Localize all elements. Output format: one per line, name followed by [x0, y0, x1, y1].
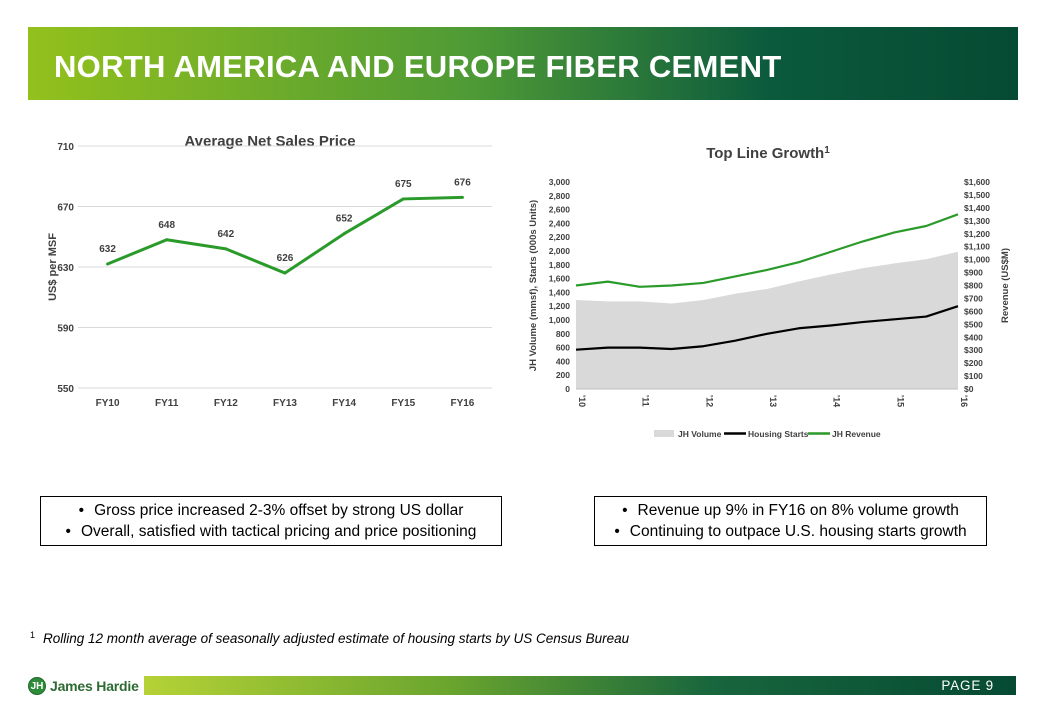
y2-tick-label: $1,200	[964, 229, 990, 239]
growth-bullet-1: Revenue up 9% in FY16 on 8% volume growt…	[603, 500, 978, 521]
y2-tick-label: $1,500	[964, 190, 990, 200]
price-point	[224, 247, 228, 251]
legend-label: JH Revenue	[832, 429, 881, 439]
footnote-marker: 1	[30, 630, 36, 640]
y2-tick-label: $400	[964, 332, 983, 342]
x-tick-label: FY10	[96, 398, 120, 409]
page-title: NORTH AMERICA AND EUROPE FIBER CEMENT	[54, 49, 782, 84]
james-hardie-logo: JH James Hardie	[28, 676, 139, 696]
data-label: 675	[395, 179, 412, 190]
x-tick-label: '13	[768, 395, 778, 407]
y-tick-label: 2,600	[549, 205, 571, 215]
average-net-sales-price-svg: Average Net Sales Price US$ per MSF 550 590…	[47, 133, 492, 409]
price-point	[106, 262, 110, 266]
logo-mark-icon: JH	[28, 677, 46, 695]
y-tick-label: 1,800	[549, 260, 571, 270]
x-tick-label: FY16	[450, 398, 474, 409]
x-tick-label: '11	[641, 395, 651, 407]
pricing-bullet-1: Gross price increased 2-3% offset by str…	[49, 500, 493, 521]
data-label: 632	[99, 244, 116, 255]
data-label: 648	[158, 220, 175, 231]
x-tick-label: '14	[832, 395, 842, 407]
y2-tick-label: $100	[964, 371, 983, 381]
y-tick-label: 670	[57, 203, 74, 214]
y-axis-label: JH Volume (mmsf), Starts (000s Units)	[528, 200, 539, 371]
y-tick-label: 1,600	[549, 274, 571, 284]
price-point	[460, 195, 464, 199]
y2-tick-label: $1,100	[964, 242, 990, 252]
y-tick-label: 1,400	[549, 287, 571, 297]
price-point	[342, 232, 346, 236]
housing-starts-line	[575, 305, 959, 351]
y-tick-label: 630	[57, 263, 74, 274]
y-tick-label: 710	[57, 142, 74, 153]
jh-revenue-line	[575, 213, 959, 288]
pricing-bullet-2: Overall, satisfied with tactical pricing…	[49, 521, 493, 542]
price-point	[283, 271, 287, 275]
y-tick-label: 0	[565, 384, 570, 394]
y-tick-label: 400	[556, 356, 570, 366]
price-point	[401, 197, 405, 201]
x-tick-label: '10	[577, 395, 587, 407]
y-tick-label: 1,000	[549, 315, 571, 325]
x-tick-label: '16	[959, 395, 969, 407]
data-label: 642	[218, 229, 235, 240]
y2-tick-label: $0	[964, 384, 974, 394]
footnote: 1 Rolling 12 month average of seasonally …	[30, 630, 629, 646]
top-line-growth-chart: Top Line Growth1 JH Volume (mmsf), Starts…	[520, 118, 1020, 458]
y-tick-label: 2,800	[549, 191, 571, 201]
y2-tick-label: $1,600	[964, 177, 990, 187]
x-tick-label: '15	[895, 395, 905, 407]
chart-title-superscript: 1	[824, 145, 830, 156]
pricing-callout: Gross price increased 2-3% offset by str…	[40, 496, 502, 546]
y2-tick-label: $800	[964, 281, 983, 291]
title-banner: NORTH AMERICA AND EUROPE FIBER CEMENT	[28, 27, 1018, 100]
growth-bullet-2: Continuing to outpace U.S. housing start…	[603, 521, 978, 542]
y-tick-label: 2,400	[549, 218, 571, 228]
y2-tick-label: $200	[964, 358, 983, 368]
y2-tick-label: $600	[964, 306, 983, 316]
y2-tick-label: $1,300	[964, 216, 990, 226]
legend-label: JH Volume	[678, 429, 722, 439]
y-tick-label: 2,000	[549, 246, 571, 256]
y-tick-label: 590	[57, 324, 74, 335]
y-tick-label: 600	[556, 343, 570, 353]
top-line-growth-svg: Top Line Growth1 JH Volume (mmsf), Starts…	[528, 145, 1011, 440]
logo-text: James Hardie	[50, 678, 139, 694]
price-point	[165, 238, 169, 242]
y2-tick-label: $1,000	[964, 255, 990, 265]
x-tick-label: '12	[704, 395, 714, 407]
legend-label: Housing Starts	[748, 429, 809, 439]
data-label: 652	[336, 214, 353, 225]
y2-axis-label: Revenue (US$M)	[1000, 248, 1011, 323]
jh-volume-area	[576, 251, 958, 389]
footer-bar: PAGE 9	[144, 676, 1016, 695]
legend-swatch-jh-volume	[654, 430, 674, 437]
x-tick-label: FY15	[391, 398, 415, 409]
y-tick-label: 1,200	[549, 301, 571, 311]
growth-callout: Revenue up 9% in FY16 on 8% volume growt…	[594, 496, 987, 546]
y-tick-label: 800	[556, 329, 570, 339]
y2-tick-label: $500	[964, 319, 983, 329]
y2-tick-label: $900	[964, 268, 983, 278]
y-tick-label: 550	[57, 384, 74, 395]
x-tick-label: FY12	[214, 398, 238, 409]
average-net-sales-price-chart: Average Net Sales Price US$ per MSF 550 590…	[40, 118, 500, 448]
x-tick-label: FY14	[332, 398, 356, 409]
y2-tick-label: $300	[964, 345, 983, 355]
y2-tick-label: $700	[964, 293, 983, 303]
data-label: 676	[454, 177, 471, 188]
page-number: PAGE 9	[941, 678, 994, 693]
y-axis-label: US$ per MSF	[47, 233, 59, 301]
chart-title: Average Net Sales Price	[184, 133, 355, 150]
footnote-text: Rolling 12 month average of seasonally a…	[43, 631, 630, 646]
y2-tick-label: $1,400	[964, 203, 990, 213]
x-tick-label: FY13	[273, 398, 297, 409]
chart-title: Top Line Growth1	[706, 145, 830, 163]
x-tick-label: FY11	[155, 398, 179, 409]
y-tick-label: 3,000	[549, 177, 571, 187]
data-label: 626	[277, 253, 294, 264]
y-tick-label: 2,200	[549, 232, 571, 242]
y-tick-label: 200	[556, 370, 570, 380]
